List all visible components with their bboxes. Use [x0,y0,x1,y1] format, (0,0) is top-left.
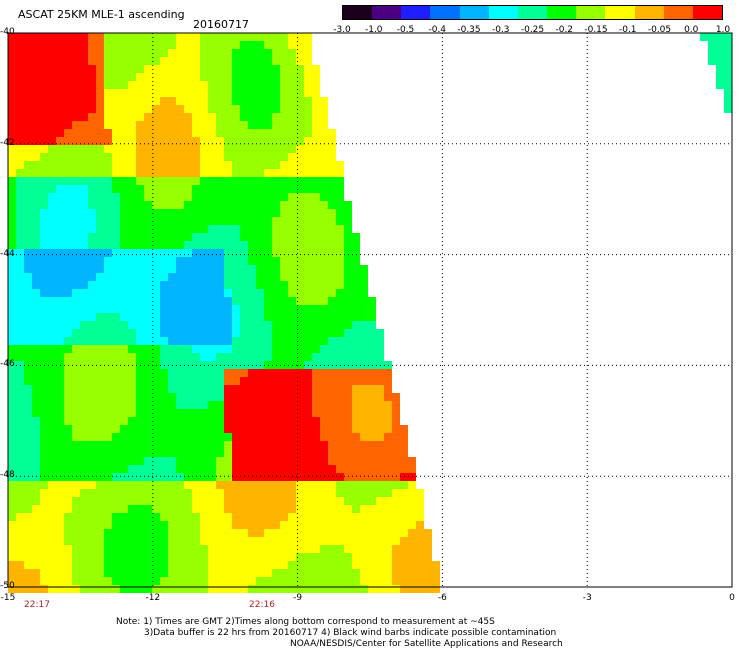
plot-frame [7,32,733,588]
colorbar-swatch [343,6,373,19]
colorbar-swatch [430,6,460,19]
colorbar-label: 0.0 [684,25,699,35]
date-label: 20160717 [193,18,249,31]
colorbar-swatch [605,6,635,19]
colorbar-label: 1.0 [715,25,731,35]
latitude-label: -40 [0,27,15,37]
colorbar-swatch [459,6,489,19]
note-line-3: NOAA/NESDIS/Center for Satellite Applica… [290,639,563,649]
colorbar-swatch [547,6,577,19]
colorbar-label: -0.35 [457,25,481,35]
mle-field [8,33,732,593]
colorbar-swatch [372,6,402,19]
longitude-label: -9 [293,593,303,603]
colorbar-label: -0.1 [618,25,637,35]
colorbar-swatch [692,6,723,19]
colorbar-swatch [634,6,664,19]
latitude-label: -44 [0,248,15,259]
colorbar-label: -0.4 [428,25,447,35]
colorbar-label: -0.25 [520,25,545,35]
colorbar-label: -1.0 [364,25,383,35]
title: ASCAT 25KM MLE-1 ascending [18,8,185,21]
colorbar [342,5,723,20]
longitude-label: -12 [145,593,161,603]
longitude-label: -3 [582,593,592,603]
lat-lon-grid [8,33,732,587]
note-line-1: Note: 1) Times are GMT 2)Times along bot… [116,617,495,627]
latitude-label: -46 [0,359,15,370]
latitude-label: -42 [0,137,15,148]
colorbar-swatch [517,6,548,19]
colorbar-label: -0.5 [396,25,415,35]
latitude-label: -48 [0,470,15,481]
note-line-2: 3)Data buffer is 22 hrs from 20160717 4)… [144,628,557,638]
longitude-label: -15 [0,593,16,603]
colorbar-label: -0.3 [491,25,510,35]
colorbar-label: -0.2 [555,25,574,35]
time-label-left: 22:17 [24,600,50,610]
colorbar-label: -0.15 [584,25,608,35]
colorbar-swatch [576,6,606,19]
colorbar-swatch [401,6,431,19]
latitude-label: -50 [0,581,15,591]
longitude-label: 0 [729,593,735,603]
colorbar-label: -3.0 [333,25,351,35]
colorbar-label: -0.05 [647,25,672,35]
time-label-right: 22:16 [249,600,275,610]
colorbar-swatch [663,6,693,19]
longitude-label: -6 [437,593,447,603]
colorbar-swatch [488,6,518,19]
